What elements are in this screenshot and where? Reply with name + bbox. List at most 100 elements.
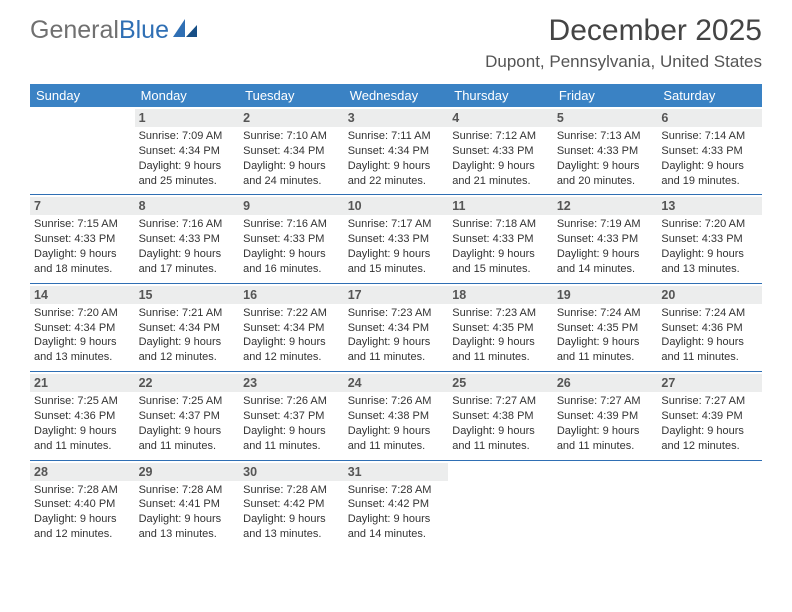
day-info: Sunrise: 7:18 AMSunset: 4:33 PMDaylight:… — [452, 217, 549, 276]
calendar-cell — [657, 460, 762, 548]
info-line: Daylight: 9 hours — [243, 512, 340, 527]
day-number: 6 — [657, 109, 762, 127]
info-line: Daylight: 9 hours — [34, 335, 131, 350]
calendar-cell: 5Sunrise: 7:13 AMSunset: 4:33 PMDaylight… — [553, 107, 658, 195]
calendar-cell: 22Sunrise: 7:25 AMSunset: 4:37 PMDayligh… — [135, 372, 240, 460]
info-line: Daylight: 9 hours — [139, 159, 236, 174]
info-line: Sunrise: 7:15 AM — [34, 217, 131, 232]
logo-word2: Blue — [119, 16, 169, 44]
info-line: and 19 minutes. — [661, 174, 758, 189]
month-title: December 2025 — [485, 14, 762, 48]
info-line: Sunset: 4:37 PM — [139, 409, 236, 424]
day-number: 7 — [30, 197, 135, 215]
info-line: and 11 minutes. — [34, 439, 131, 454]
day-number: 26 — [553, 374, 658, 392]
info-line: and 12 minutes. — [661, 439, 758, 454]
info-line: Sunset: 4:34 PM — [243, 321, 340, 336]
info-line: and 12 minutes. — [34, 527, 131, 542]
info-line: Sunset: 4:41 PM — [139, 497, 236, 512]
info-line: and 18 minutes. — [34, 262, 131, 277]
day-number: 15 — [135, 286, 240, 304]
info-line: Daylight: 9 hours — [661, 424, 758, 439]
calendar-cell — [553, 460, 658, 548]
info-line: Daylight: 9 hours — [452, 335, 549, 350]
location: Dupont, Pennsylvania, United States — [485, 52, 762, 72]
day-info: Sunrise: 7:28 AMSunset: 4:42 PMDaylight:… — [243, 483, 340, 542]
day-info: Sunrise: 7:16 AMSunset: 4:33 PMDaylight:… — [139, 217, 236, 276]
info-line: and 11 minutes. — [661, 350, 758, 365]
calendar-cell: 23Sunrise: 7:26 AMSunset: 4:37 PMDayligh… — [239, 372, 344, 460]
info-line: Daylight: 9 hours — [243, 159, 340, 174]
day-number: 17 — [344, 286, 449, 304]
calendar-cell: 21Sunrise: 7:25 AMSunset: 4:36 PMDayligh… — [30, 372, 135, 460]
day-number: 25 — [448, 374, 553, 392]
day-number: 10 — [344, 197, 449, 215]
info-line: Daylight: 9 hours — [452, 424, 549, 439]
calendar-cell: 24Sunrise: 7:26 AMSunset: 4:38 PMDayligh… — [344, 372, 449, 460]
info-line: Daylight: 9 hours — [139, 424, 236, 439]
info-line: and 14 minutes. — [557, 262, 654, 277]
info-line: Sunrise: 7:22 AM — [243, 306, 340, 321]
day-info: Sunrise: 7:27 AMSunset: 4:39 PMDaylight:… — [557, 394, 654, 453]
info-line: Daylight: 9 hours — [34, 424, 131, 439]
calendar-cell — [448, 460, 553, 548]
info-line: Sunrise: 7:24 AM — [661, 306, 758, 321]
calendar-week-row: 28Sunrise: 7:28 AMSunset: 4:40 PMDayligh… — [30, 460, 762, 548]
info-line: Sunset: 4:34 PM — [34, 321, 131, 336]
calendar-cell — [30, 107, 135, 195]
info-line: Sunrise: 7:23 AM — [452, 306, 549, 321]
info-line: and 11 minutes. — [557, 350, 654, 365]
logo-word1: General — [30, 16, 119, 44]
info-line: Sunset: 4:42 PM — [243, 497, 340, 512]
calendar-cell: 27Sunrise: 7:27 AMSunset: 4:39 PMDayligh… — [657, 372, 762, 460]
calendar-cell: 9Sunrise: 7:16 AMSunset: 4:33 PMDaylight… — [239, 195, 344, 283]
day-number: 1 — [135, 109, 240, 127]
day-info: Sunrise: 7:21 AMSunset: 4:34 PMDaylight:… — [139, 306, 236, 365]
info-line: Sunset: 4:33 PM — [243, 232, 340, 247]
info-line: Daylight: 9 hours — [557, 247, 654, 262]
calendar-cell: 20Sunrise: 7:24 AMSunset: 4:36 PMDayligh… — [657, 283, 762, 371]
day-number: 5 — [553, 109, 658, 127]
day-number: 3 — [344, 109, 449, 127]
day-number: 19 — [553, 286, 658, 304]
info-line: Sunset: 4:34 PM — [348, 321, 445, 336]
info-line: and 11 minutes. — [139, 439, 236, 454]
info-line: and 22 minutes. — [348, 174, 445, 189]
calendar-body: 1Sunrise: 7:09 AMSunset: 4:34 PMDaylight… — [30, 107, 762, 548]
calendar-cell: 16Sunrise: 7:22 AMSunset: 4:34 PMDayligh… — [239, 283, 344, 371]
info-line: Sunrise: 7:26 AM — [243, 394, 340, 409]
info-line: Sunrise: 7:21 AM — [139, 306, 236, 321]
info-line: Sunrise: 7:25 AM — [34, 394, 131, 409]
day-info: Sunrise: 7:22 AMSunset: 4:34 PMDaylight:… — [243, 306, 340, 365]
calendar-cell: 13Sunrise: 7:20 AMSunset: 4:33 PMDayligh… — [657, 195, 762, 283]
info-line: Daylight: 9 hours — [243, 424, 340, 439]
info-line: Sunset: 4:37 PM — [243, 409, 340, 424]
info-line: and 11 minutes. — [452, 350, 549, 365]
weekday-header: Wednesday — [344, 84, 449, 107]
info-line: Sunrise: 7:25 AM — [139, 394, 236, 409]
info-line: Daylight: 9 hours — [139, 247, 236, 262]
weekday-header: Tuesday — [239, 84, 344, 107]
info-line: Sunrise: 7:28 AM — [243, 483, 340, 498]
info-line: Daylight: 9 hours — [139, 335, 236, 350]
day-number: 29 — [135, 463, 240, 481]
day-number: 31 — [344, 463, 449, 481]
info-line: Daylight: 9 hours — [557, 335, 654, 350]
calendar-cell: 10Sunrise: 7:17 AMSunset: 4:33 PMDayligh… — [344, 195, 449, 283]
info-line: Sunrise: 7:28 AM — [348, 483, 445, 498]
calendar-cell: 25Sunrise: 7:27 AMSunset: 4:38 PMDayligh… — [448, 372, 553, 460]
calendar-table: SundayMondayTuesdayWednesdayThursdayFrid… — [30, 84, 762, 548]
info-line: Sunrise: 7:28 AM — [34, 483, 131, 498]
calendar-cell: 26 Sunrise: 7:27 AMSunset: 4:39 PMDayligh… — [553, 372, 658, 460]
info-line: Sunrise: 7:26 AM — [348, 394, 445, 409]
info-line: Sunset: 4:39 PM — [557, 409, 654, 424]
info-line: and 13 minutes. — [34, 350, 131, 365]
info-line: Daylight: 9 hours — [34, 247, 131, 262]
calendar-cell: 19Sunrise: 7:24 AMSunset: 4:35 PMDayligh… — [553, 283, 658, 371]
info-line: Sunrise: 7:23 AM — [348, 306, 445, 321]
info-line: Daylight: 9 hours — [661, 247, 758, 262]
info-line: Daylight: 9 hours — [243, 335, 340, 350]
info-line: Sunrise: 7:19 AM — [557, 217, 654, 232]
day-info: Sunrise: 7:20 AMSunset: 4:33 PMDaylight:… — [661, 217, 758, 276]
info-line: and 16 minutes. — [243, 262, 340, 277]
